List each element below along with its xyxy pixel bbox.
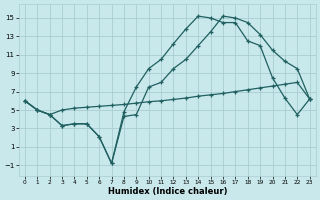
X-axis label: Humidex (Indice chaleur): Humidex (Indice chaleur) [108, 187, 227, 196]
